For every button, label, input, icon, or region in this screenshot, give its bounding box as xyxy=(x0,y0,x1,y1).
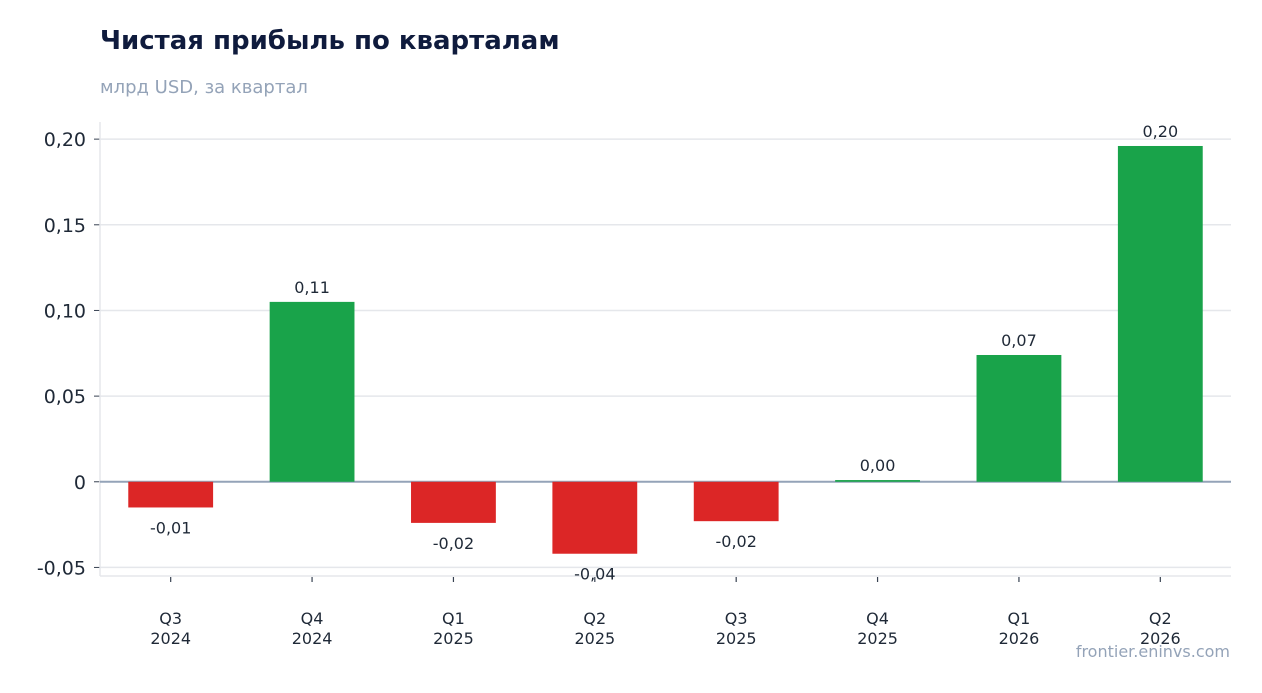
x-tick-label: 2025 xyxy=(857,629,898,648)
source-note: frontier.eninvs.com xyxy=(1075,642,1230,661)
data-labels: -0,01 0,11 -0,02 -0,04 -0,02 0,00 0,07 0,20 xyxy=(150,122,1178,584)
y-tick-labels: -0,05 0 0,05 0,10 0,15 0,20 xyxy=(37,129,86,579)
x-tick-label: Q2 xyxy=(583,609,606,628)
bar xyxy=(976,354,1062,482)
y-tick-label: 0,15 xyxy=(44,215,86,237)
data-label: -0,02 xyxy=(715,532,756,551)
y-tick-label: -0,05 xyxy=(37,557,86,579)
bar xyxy=(693,481,779,522)
x-tick-label: Q3 xyxy=(159,609,182,628)
data-label: -0,01 xyxy=(150,518,191,537)
data-label: 0,11 xyxy=(294,278,330,297)
x-tick-label: Q2 xyxy=(1149,609,1172,628)
x-tick-label: Q4 xyxy=(301,609,324,628)
y-tick-label: 0,10 xyxy=(44,300,86,322)
data-label: 0,20 xyxy=(1143,122,1179,141)
bar xyxy=(552,481,638,554)
y-tick-label: 0 xyxy=(74,472,86,494)
bar xyxy=(835,480,920,482)
data-label: -0,02 xyxy=(433,534,474,553)
bar xyxy=(269,301,355,482)
chart-title: Чистая прибыль по кварталам xyxy=(100,26,560,56)
bar xyxy=(128,481,214,508)
data-label: 0,00 xyxy=(860,456,896,475)
bar xyxy=(411,481,496,523)
data-label: 0,07 xyxy=(1001,331,1037,350)
x-tick-label: 2024 xyxy=(150,629,191,648)
x-tick-label: 2026 xyxy=(1140,629,1181,648)
x-tick-label: Q4 xyxy=(866,609,889,628)
x-tick-labels: Q32024Q42024Q12025Q22025Q32025Q42025Q120… xyxy=(150,609,1180,648)
x-tick-label: 2026 xyxy=(999,629,1040,648)
x-tick-label: Q1 xyxy=(442,609,465,628)
y-tick-label: 0,05 xyxy=(44,386,86,408)
x-tick-label: 2025 xyxy=(716,629,757,648)
bars xyxy=(128,145,1203,554)
x-tick-label: Q3 xyxy=(725,609,748,628)
x-tick-label: 2024 xyxy=(292,629,333,648)
chart-subtitle: млрд USD, за квартал xyxy=(100,77,308,98)
data-label: -0,04 xyxy=(574,565,615,584)
x-tick-label: 2025 xyxy=(433,629,474,648)
y-tick-label: 0,20 xyxy=(44,129,86,151)
axes xyxy=(94,122,1231,582)
bar xyxy=(1117,145,1203,482)
x-tick-label: Q1 xyxy=(1008,609,1031,628)
x-tick-label: 2025 xyxy=(574,629,615,648)
